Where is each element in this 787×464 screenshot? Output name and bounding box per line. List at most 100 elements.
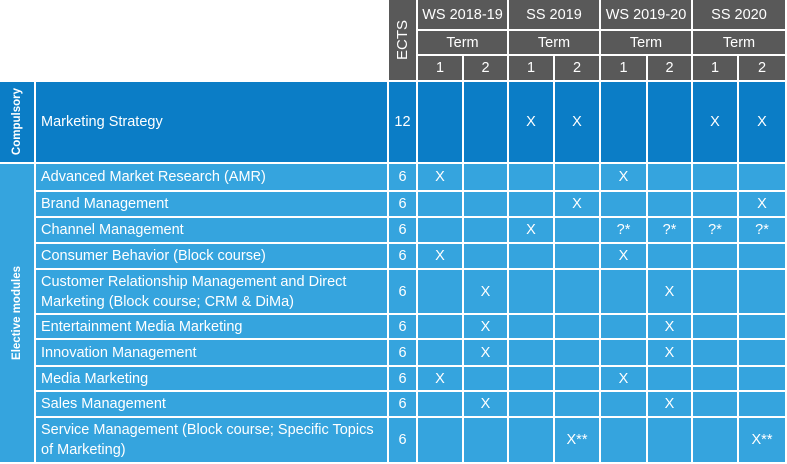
module-name: Marketing Strategy — [36, 82, 389, 164]
semester-header: SS 2020 — [693, 0, 787, 31]
term-label: Term — [418, 31, 509, 56]
term-mark — [464, 164, 509, 192]
term-mark: X — [464, 340, 509, 367]
group-label-elective-text: Elective modules — [11, 266, 23, 360]
term-mark: X — [601, 244, 648, 270]
term-mark — [555, 218, 601, 244]
semester-header: WS 2018-19 — [418, 0, 509, 31]
term-mark — [418, 192, 464, 218]
term-mark: ?* — [739, 218, 787, 244]
term-mark — [601, 192, 648, 218]
term-mark: X — [555, 82, 601, 164]
term-mark — [464, 192, 509, 218]
module-name: Advanced Market Research (AMR) — [36, 164, 389, 192]
term-mark: X — [739, 192, 787, 218]
term-mark: ?* — [693, 218, 739, 244]
module-ects: 6 — [389, 392, 418, 418]
term-mark — [418, 270, 464, 315]
group-label-compulsory: Compulsory — [0, 82, 36, 164]
term-mark — [739, 164, 787, 192]
term-number: 1 — [509, 56, 555, 82]
term-number: 1 — [601, 56, 648, 82]
term-mark — [693, 244, 739, 270]
term-mark — [739, 270, 787, 315]
term-mark — [555, 367, 601, 392]
term-mark — [509, 315, 555, 340]
term-mark — [555, 270, 601, 315]
term-mark — [509, 367, 555, 392]
term-mark — [418, 340, 464, 367]
term-mark — [693, 392, 739, 418]
term-mark — [555, 315, 601, 340]
term-mark — [693, 340, 739, 367]
term-mark — [601, 315, 648, 340]
term-mark — [464, 82, 509, 164]
term-label: Term — [693, 31, 787, 56]
term-mark: X — [418, 367, 464, 392]
term-mark — [739, 340, 787, 367]
module-ects: 6 — [389, 192, 418, 218]
term-mark: X — [739, 82, 787, 164]
module-ects: 6 — [389, 270, 418, 315]
term-mark — [601, 270, 648, 315]
term-mark: ?* — [648, 218, 693, 244]
term-label: Term — [509, 31, 601, 56]
term-mark — [418, 418, 464, 464]
term-mark — [464, 218, 509, 244]
term-mark — [601, 392, 648, 418]
term-mark: X — [418, 164, 464, 192]
module-ects: 6 — [389, 218, 418, 244]
module-ects: 6 — [389, 340, 418, 367]
module-name: Brand Management — [36, 192, 389, 218]
term-mark — [693, 192, 739, 218]
term-number: 2 — [555, 56, 601, 82]
term-mark — [693, 315, 739, 340]
term-mark: X — [509, 82, 555, 164]
term-mark — [509, 164, 555, 192]
term-mark — [739, 244, 787, 270]
module-name: Sales Management — [36, 392, 389, 418]
term-mark — [739, 315, 787, 340]
term-mark — [464, 244, 509, 270]
term-number: 1 — [418, 56, 464, 82]
term-mark: X — [464, 315, 509, 340]
term-mark: X — [693, 82, 739, 164]
module-name: Channel Management — [36, 218, 389, 244]
term-mark: X — [648, 315, 693, 340]
term-mark — [555, 164, 601, 192]
term-mark — [693, 270, 739, 315]
module-ects: 6 — [389, 244, 418, 270]
module-ects: 6 — [389, 315, 418, 340]
term-mark — [693, 367, 739, 392]
term-mark: X — [648, 340, 693, 367]
term-mark — [418, 392, 464, 418]
term-mark — [648, 418, 693, 464]
ects-header-label: ECTS — [393, 19, 411, 60]
term-mark — [648, 192, 693, 218]
term-mark — [464, 418, 509, 464]
term-mark: X — [601, 164, 648, 192]
term-mark — [601, 418, 648, 464]
term-mark — [601, 82, 648, 164]
term-mark — [418, 315, 464, 340]
term-number: 2 — [739, 56, 787, 82]
header-blank-area — [0, 0, 389, 82]
group-label-compulsory-text: Compulsory — [11, 88, 23, 156]
term-mark — [648, 164, 693, 192]
module-name: Media Marketing — [36, 367, 389, 392]
module-ects: 6 — [389, 367, 418, 392]
term-mark — [555, 244, 601, 270]
term-mark — [418, 82, 464, 164]
semester-header: SS 2019 — [509, 0, 601, 31]
term-mark — [509, 418, 555, 464]
term-mark — [418, 218, 464, 244]
term-mark: X — [648, 270, 693, 315]
term-mark: X — [509, 218, 555, 244]
term-mark: X — [464, 270, 509, 315]
module-name: Innovation Management — [36, 340, 389, 367]
term-mark: X** — [739, 418, 787, 464]
module-name: Entertainment Media Marketing — [36, 315, 389, 340]
module-name: Customer Relationship Management and Dir… — [36, 270, 389, 315]
term-mark: X — [648, 392, 693, 418]
